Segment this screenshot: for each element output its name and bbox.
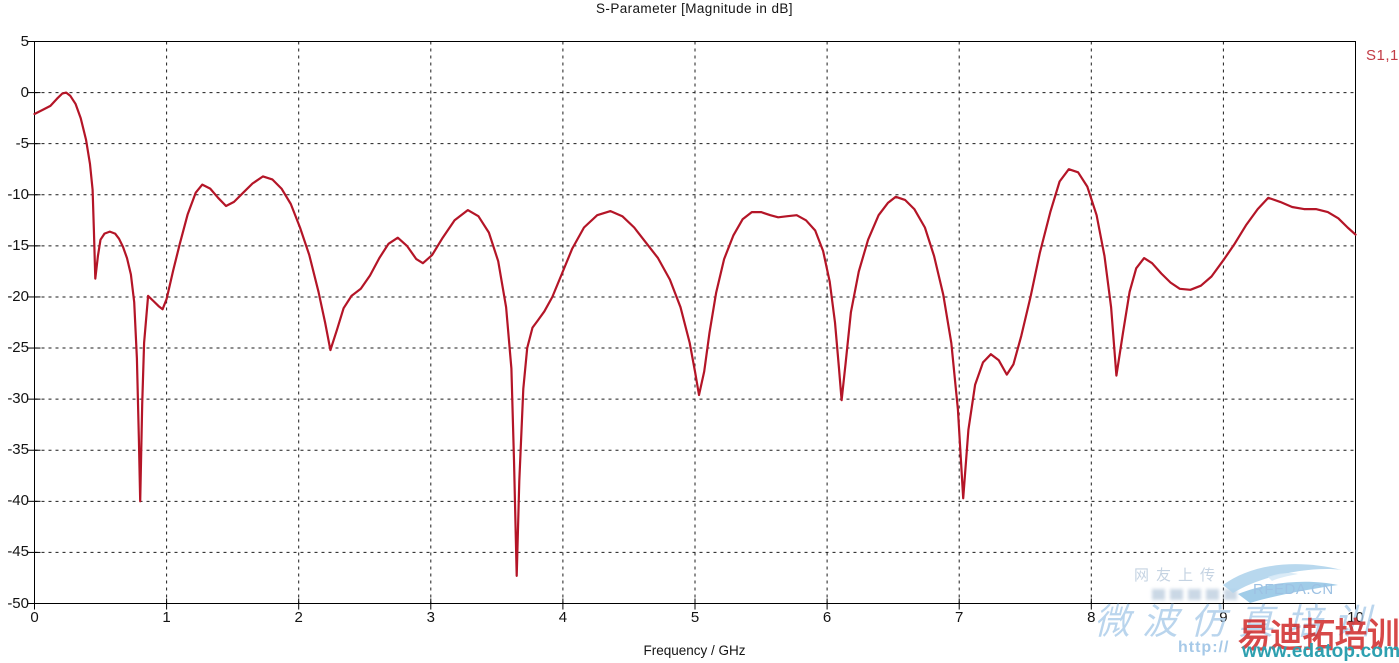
y-tick-label: -30 [7, 390, 29, 408]
x-tick-label: 2 [294, 609, 303, 626]
x-tick-label: 10 [1347, 609, 1364, 626]
y-tick-label: -40 [7, 492, 29, 510]
watermark-blurred-row [1152, 589, 1237, 600]
blur-block [1188, 589, 1201, 600]
watermark-faint-text: 网友上传 [1134, 567, 1223, 584]
blur-block [1206, 589, 1219, 600]
x-tick-label: 5 [690, 609, 700, 626]
y-tick-label: -5 [15, 134, 29, 152]
s11-curve [33, 91, 1357, 577]
watermark-script-chinese: 微波仿真培训 [1094, 602, 1383, 643]
blur-block [1224, 589, 1237, 600]
plot-title: S-Parameter [Magnitude in dB] [596, 1, 793, 16]
watermark-brand-url: www.edatop.com [1242, 641, 1399, 662]
y-tick-label: -25 [7, 339, 29, 357]
x-axis-title: Frequency / GHz [643, 643, 746, 658]
x-tick-label: 7 [955, 609, 964, 626]
y-tick-label: -15 [7, 236, 29, 254]
x-tick-label: 4 [558, 609, 568, 626]
y-tick-label: 0 [20, 83, 29, 101]
watermark-http-text: http:// [1178, 639, 1230, 656]
x-tick-label: 0 [30, 609, 39, 626]
blur-block [1152, 589, 1165, 600]
x-tick-label: 1 [162, 609, 171, 626]
x-tick-label: 3 [426, 609, 435, 626]
x-tick-label: 8 [1087, 609, 1096, 626]
blur-block [1170, 589, 1183, 600]
legend-s11-label: S1,1 [1366, 47, 1399, 64]
x-tick-label: 9 [1219, 609, 1228, 626]
watermark-rfeda-text: RFEDA.CN [1253, 581, 1334, 598]
y-tick-label: -20 [7, 287, 29, 305]
y-tick-label: -50 [7, 594, 29, 612]
y-tick-label: -10 [7, 185, 29, 203]
watermark-brand-chinese: 易迪拓培训 [1238, 617, 1399, 655]
y-tick-label: -45 [7, 543, 29, 561]
y-tick-label: -35 [7, 441, 29, 459]
bird-swoosh-icon [1220, 555, 1348, 612]
x-tick-label: 6 [822, 609, 832, 626]
y-tick-label: 5 [20, 32, 29, 50]
